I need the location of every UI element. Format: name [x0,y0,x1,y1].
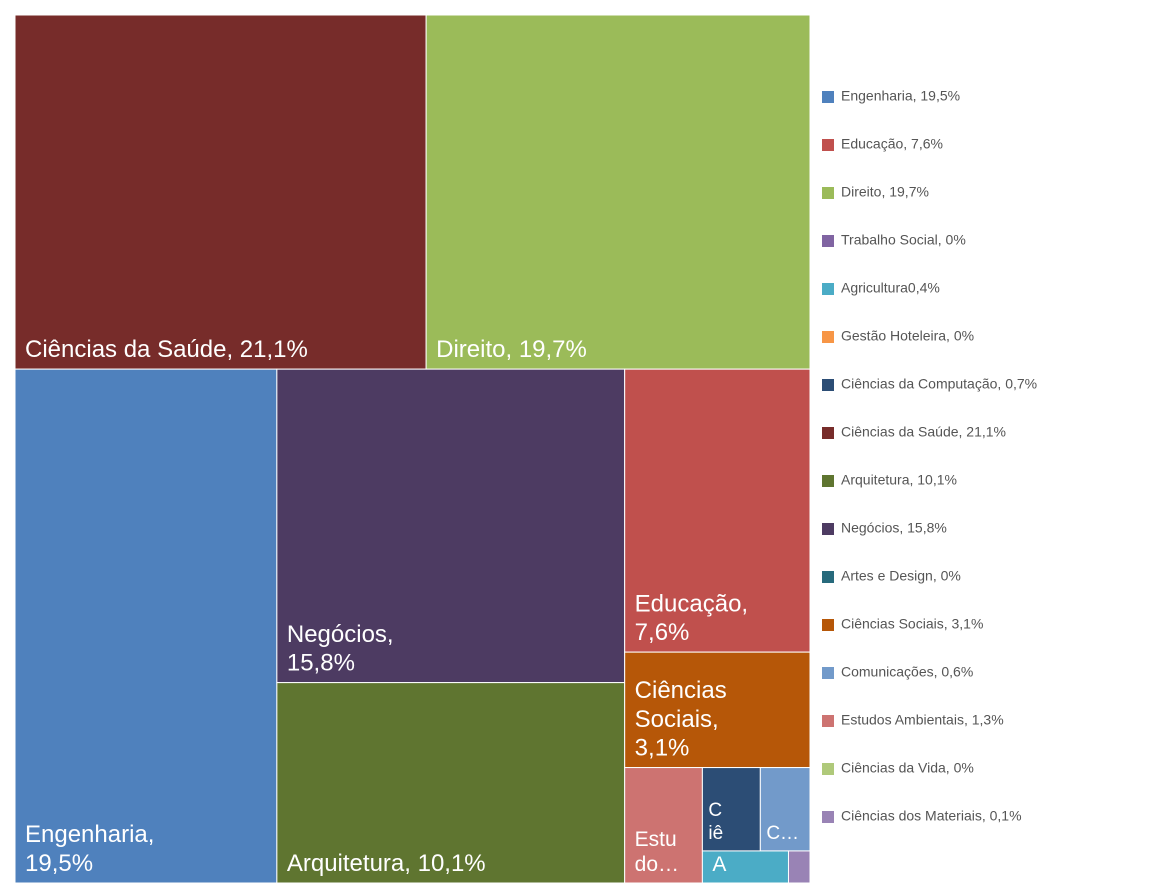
legend-label: Direito, 19,7% [841,184,929,200]
legend-swatch [822,811,834,823]
legend-label: Trabalho Social, 0% [841,232,966,248]
tile-label: 7,6% [635,619,690,646]
legend-label: Engenharia, 19,5% [841,88,960,104]
tile-label: C… [766,823,799,844]
tile-label: Direito, 19,7% [436,336,587,363]
tile [14,14,427,370]
tile-label: A [712,853,726,876]
tile [425,14,811,370]
legend-label: Negócios, 15,8% [841,520,947,536]
legend-swatch [822,235,834,247]
legend-swatch [822,523,834,535]
legend-label: Estudos Ambientais, 1,3% [841,712,1004,728]
tile-label: Sociais, [635,706,719,733]
legend-label: Educação, 7,6% [841,136,943,152]
tile-label: Estu [635,828,677,851]
tile-label: C [708,800,722,821]
legend-swatch [822,283,834,295]
legend-swatch [822,139,834,151]
tile-label: 15,8% [287,650,355,677]
legend-label: Ciências da Saúde, 21,1% [841,424,1006,440]
tile [276,682,626,883]
tile [14,368,278,883]
legend-swatch [822,715,834,727]
legend-label: Ciências dos Materiais, 0,1% [841,808,1022,824]
legend-label: Agricultura0,4% [841,280,940,296]
legend-label: Arquitetura, 10,1% [841,472,957,488]
legend-swatch [822,571,834,583]
tile [787,850,811,883]
tile-label: Arquitetura, 10,1% [287,850,486,877]
legend-label: Comunicações, 0,6% [841,664,973,680]
tile [624,767,703,883]
tile [701,850,789,883]
tile [276,368,626,684]
legend-label: Ciências da Vida, 0% [841,760,974,776]
legend-swatch [822,187,834,199]
tile-label: Educação, [635,590,748,617]
tile [624,651,811,769]
tile-label: iê [708,823,723,844]
legend-swatch [822,331,834,343]
tile-label: Negócios, [287,621,394,648]
legend-label: Gestão Hoteleira, 0% [841,328,974,344]
legend-swatch [822,427,834,439]
legend-swatch [822,475,834,487]
legend-swatch [822,763,834,775]
legend-swatch [822,667,834,679]
legend-label: Ciências da Computação, 0,7% [841,376,1037,392]
legend-label: Artes e Design, 0% [841,568,961,584]
tile-label: 3,1% [635,735,690,762]
legend-swatch [822,91,834,103]
tile-label: do… [635,853,679,876]
tile-label: Ciências [635,677,727,704]
tile [759,767,811,852]
tile-label: 19,5% [25,850,93,877]
legend-label: Ciências Sociais, 3,1% [841,616,983,632]
tile-label: Engenharia, [25,821,154,848]
tile-label: Ciências da Saúde, 21,1% [25,336,308,363]
legend-swatch [822,379,834,391]
legend-swatch [822,619,834,631]
